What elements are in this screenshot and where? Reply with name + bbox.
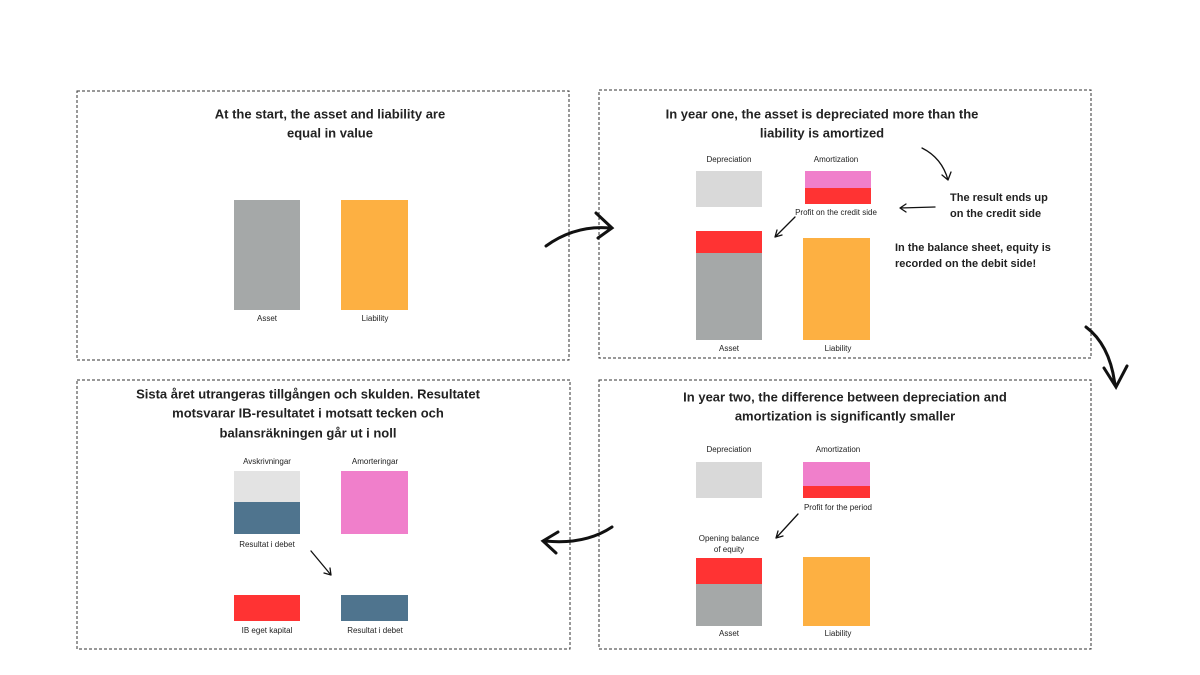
title: At the start, the asset and liability ar… <box>215 106 445 121</box>
connector-arrow <box>1084 325 1129 391</box>
box <box>341 595 408 621</box>
panel-frame <box>598 89 1092 359</box>
panel-frame <box>76 379 571 650</box>
panel-frame <box>76 90 570 361</box>
connector-arrow <box>544 211 615 248</box>
box <box>234 595 300 621</box>
asset-bar <box>696 584 762 626</box>
box <box>696 171 762 207</box>
label: Resultat i debet <box>239 540 295 549</box>
arrow <box>774 216 796 238</box>
box <box>696 231 762 253</box>
label: Liability <box>825 344 852 353</box>
box <box>805 188 871 204</box>
title: balansräkningen går ut i noll <box>220 425 397 440</box>
label: Liability <box>362 314 389 323</box>
asset-bar <box>696 253 762 340</box>
title: amortization is significantly smaller <box>735 408 955 423</box>
label: Liability <box>825 629 852 638</box>
box <box>696 462 762 498</box>
note: recorded on the debit side! <box>895 258 1036 270</box>
label: Profit for the period <box>804 503 872 512</box>
note: on the credit side <box>950 208 1041 220</box>
box <box>805 171 871 188</box>
box <box>341 471 408 534</box>
label: of equity <box>714 545 744 554</box>
label: Depreciation <box>707 445 752 454</box>
label: Amorteringar <box>352 457 399 466</box>
label: Asset <box>257 314 278 323</box>
box <box>234 502 300 534</box>
asset-bar <box>234 200 300 310</box>
label: Opening balance <box>699 534 760 543</box>
arrow <box>921 147 952 181</box>
label: Avskrivningar <box>243 457 291 466</box>
box <box>696 558 762 584</box>
liability-bar <box>341 200 408 310</box>
panel-frame <box>598 379 1092 650</box>
liability-bar <box>803 557 870 626</box>
arrow <box>899 203 936 213</box>
box <box>803 462 870 486</box>
title: In year one, the asset is depreciated mo… <box>666 106 979 121</box>
box <box>803 486 870 498</box>
title: Sista året utrangeras tillgången och sku… <box>136 386 481 401</box>
box <box>234 471 300 502</box>
title: equal in value <box>287 125 373 140</box>
label: Amortization <box>814 155 858 164</box>
note: The result ends up <box>950 192 1048 204</box>
label: Amortization <box>816 445 860 454</box>
title: In year two, the difference between depr… <box>683 389 1007 404</box>
liability-bar <box>803 238 870 340</box>
label: Depreciation <box>707 155 752 164</box>
label: Asset <box>719 344 740 353</box>
label: Resultat i debet <box>347 626 403 635</box>
arrow <box>775 513 799 539</box>
note: In the balance sheet, equity is <box>895 242 1051 254</box>
title: motsvarar IB-resultatet i motsatt tecken… <box>172 405 444 420</box>
connector-arrow <box>540 525 614 555</box>
title: liability is amortized <box>760 125 884 140</box>
label: Profit on the credit side <box>795 208 877 217</box>
arrow <box>310 550 332 576</box>
label: IB eget kapital <box>242 626 293 635</box>
label: Asset <box>719 629 740 638</box>
